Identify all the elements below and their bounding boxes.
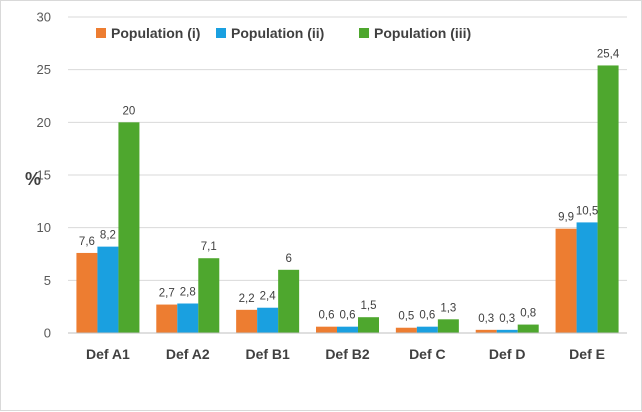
category-labels: Def A1 Def A2 Def B1 Def B2 Def C Def D Def E (86, 346, 605, 362)
bar (416, 326, 438, 333)
data-label: 0,3 (499, 313, 515, 325)
bars (76, 65, 619, 333)
y-tick-label: 30 (37, 10, 51, 25)
bar (257, 307, 279, 333)
bar (76, 252, 98, 333)
bar (236, 309, 258, 333)
bar (198, 258, 220, 333)
legend-swatch (359, 28, 369, 38)
category-label: Def B1 (245, 346, 290, 362)
category-label: Def D (489, 346, 526, 362)
data-label: 2,7 (159, 288, 175, 300)
bar (177, 303, 199, 333)
category-label: Def C (409, 346, 446, 362)
y-axis-label: % (25, 169, 41, 189)
y-tick-label: 5 (44, 273, 51, 288)
bar (555, 228, 577, 333)
data-label: 1,3 (440, 302, 456, 314)
bar (496, 329, 518, 333)
y-tick-label: 20 (37, 115, 51, 130)
legend-swatch (216, 28, 226, 38)
data-label: 7,1 (201, 241, 217, 253)
bar (395, 327, 417, 333)
bar (278, 269, 300, 333)
data-label: 0,6 (319, 310, 335, 322)
bar (358, 317, 379, 333)
data-label: 25,4 (597, 48, 620, 60)
legend-label: Population (ii) (231, 25, 324, 41)
bar (97, 246, 119, 333)
y-tick-label: 0 (44, 326, 51, 341)
legend-label: Population (iii) (374, 25, 471, 41)
data-label: 8,2 (100, 230, 116, 242)
data-label: 6 (285, 253, 291, 265)
data-label: 0,6 (340, 310, 356, 322)
y-tick-label: 15 (37, 168, 51, 183)
data-labels: 7,6 8,2 20 2,7 2,8 7,1 2,2 2,4 6 0,6 0,6 1,5 0,5 0,6 1… (79, 48, 620, 324)
data-label: 9,9 (558, 212, 574, 224)
bar (337, 326, 358, 333)
bar (156, 304, 178, 333)
data-label: 10,5 (576, 205, 598, 217)
data-label: 2,8 (180, 287, 196, 299)
legend-swatch (96, 28, 106, 38)
y-tick-label: 25 (37, 62, 51, 77)
data-label: 0,3 (478, 313, 494, 325)
data-label: 2,4 (260, 291, 277, 303)
data-label: 20 (123, 105, 136, 117)
bar (437, 319, 459, 333)
legend-label: Population (i) (111, 25, 200, 41)
data-label: 1,5 (361, 300, 377, 312)
bar (475, 329, 497, 333)
data-label: 0,5 (398, 311, 414, 323)
category-label: Def A1 (86, 346, 130, 362)
y-axis-ticks: 0 5 10 15 20 25 30 (37, 10, 51, 341)
data-label: 7,6 (79, 236, 95, 248)
bar (517, 324, 539, 333)
data-label: 0,6 (419, 310, 435, 322)
category-label: Def A2 (166, 346, 210, 362)
bar (316, 326, 337, 333)
bar (597, 65, 619, 333)
data-label: 0,8 (520, 308, 536, 320)
y-tick-label: 10 (37, 220, 51, 235)
bar (118, 122, 140, 333)
bar (576, 222, 598, 333)
data-label: 2,2 (239, 293, 255, 305)
legend: Population (i) Population (ii) Population … (96, 25, 471, 41)
category-label: Def E (569, 346, 605, 362)
gridlines (68, 16, 627, 281)
category-label: Def B2 (325, 346, 370, 362)
